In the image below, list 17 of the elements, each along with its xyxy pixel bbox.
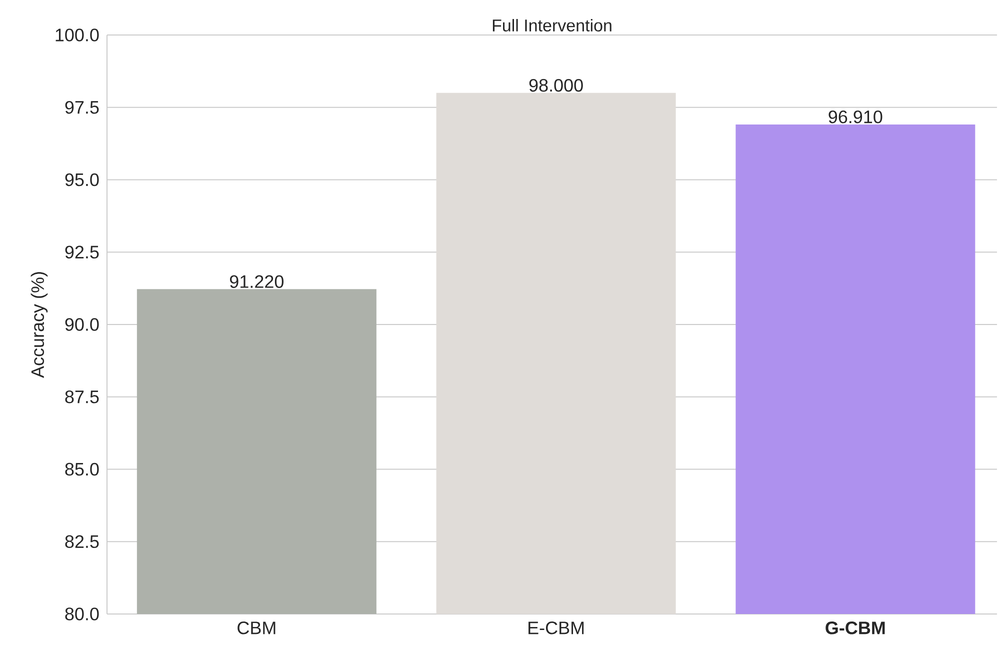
chart-title: Full Intervention (492, 19, 612, 32)
y-tick-label: 92.5 (65, 246, 99, 258)
y-tick-label: 90.0 (65, 318, 99, 331)
x-tick-label: G-CBM (826, 622, 885, 634)
y-axis-title: Accuracy (%) (30, 272, 48, 378)
y-tick-label: 87.5 (65, 390, 99, 404)
x-tick-label: E-CBM (528, 622, 584, 634)
y-tick-label: 82.5 (65, 535, 99, 548)
y-tick-label: 100.0 (56, 28, 99, 42)
y-tick-label: 97.5 (65, 101, 99, 114)
x-tick-label: CBM (238, 622, 276, 634)
data-label: 98.000 (529, 78, 583, 92)
data-label: 91.220 (230, 275, 284, 288)
y-tick-label: 85.0 (65, 462, 99, 476)
data-label: 96.910 (828, 110, 882, 124)
y-tick-label: 95.0 (65, 173, 99, 186)
y-tick-label: 80.0 (65, 608, 99, 620)
